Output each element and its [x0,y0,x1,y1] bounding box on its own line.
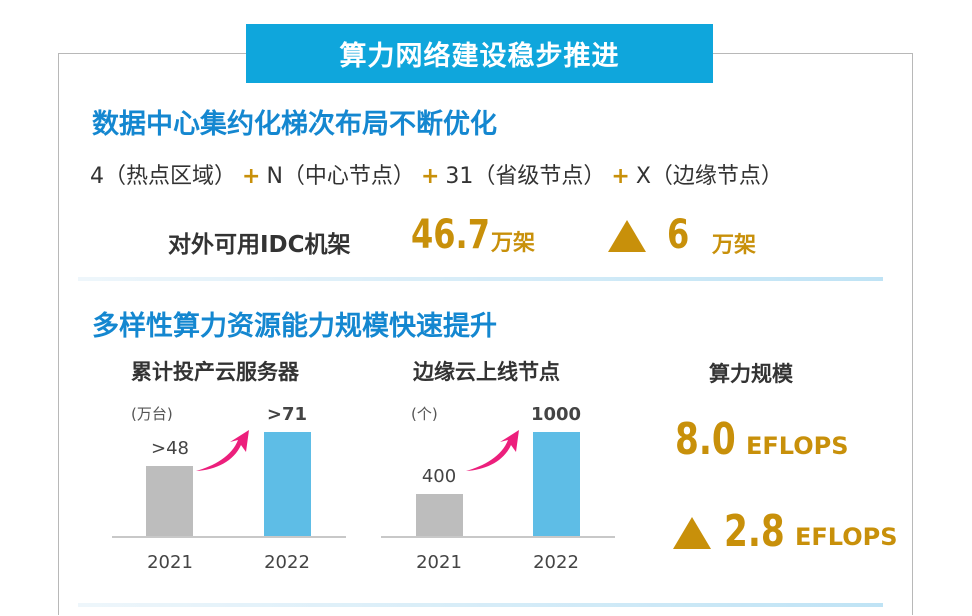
x-axis [112,536,346,538]
bar-2022 [264,432,311,536]
idc-label: 对外可用IDC机架 [168,232,351,258]
formula-term: N（中心节点） [266,164,415,189]
increase-triangle-icon [608,220,646,256]
banner-title: 算力网络建设稳步推进 [246,24,713,83]
growth-arrow-icon [196,430,249,471]
growth-arrow-icon [466,430,519,471]
value-label: >71 [266,404,308,425]
value-label: 1000 [530,404,582,425]
bar-2021 [416,494,463,536]
plus-sign: + [611,164,630,189]
plus-sign: + [242,164,261,189]
x-tick-label: 2021 [416,552,462,573]
x-tick-label: 2022 [264,552,310,573]
layout-formula: 4（热点区域） + N（中心节点） +31（省级节点） + X（边缘节点） [90,158,783,190]
compute-unit: EFLOPS [746,432,849,460]
section-divider [78,603,883,607]
section-divider [78,277,883,281]
compute-title: 算力规模 [709,362,793,386]
x-axis [381,536,615,538]
compute-value: 8.0 [675,414,736,465]
chart-title: 累计投产云服务器 [131,360,299,384]
increase-triangle-icon [673,517,711,553]
chart-unit: (万台) [131,405,173,423]
formula-term: 4（热点区域） [90,164,237,189]
idc-unit: 万架 [491,231,536,256]
section2-title: 多样性算力资源能力规模快速提升 [92,311,497,342]
formula-term: 31（省级节点） [445,164,606,189]
chart-unit: (个) [411,405,438,423]
idc-value: 46.7 [411,212,490,258]
x-tick-label: 2021 [147,552,193,573]
value-label: 400 [421,466,457,488]
formula-term: X（边缘节点） [635,164,783,189]
bar-2021 [146,465,193,536]
x-tick-label: 2022 [533,552,579,573]
chart-title: 边缘云上线节点 [413,360,560,384]
compute-increase-unit: EFLOPS [795,523,898,551]
value-label: >48 [151,437,189,459]
compute-increase: 2.8 [724,506,785,557]
section1-title: 数据中心集约化梯次布局不断优化 [92,109,497,140]
idc-increase-unit: 万架 [712,233,757,258]
idc-increase: 6 [667,212,690,258]
plus-sign: + [420,164,440,189]
bar-2022 [533,432,580,536]
